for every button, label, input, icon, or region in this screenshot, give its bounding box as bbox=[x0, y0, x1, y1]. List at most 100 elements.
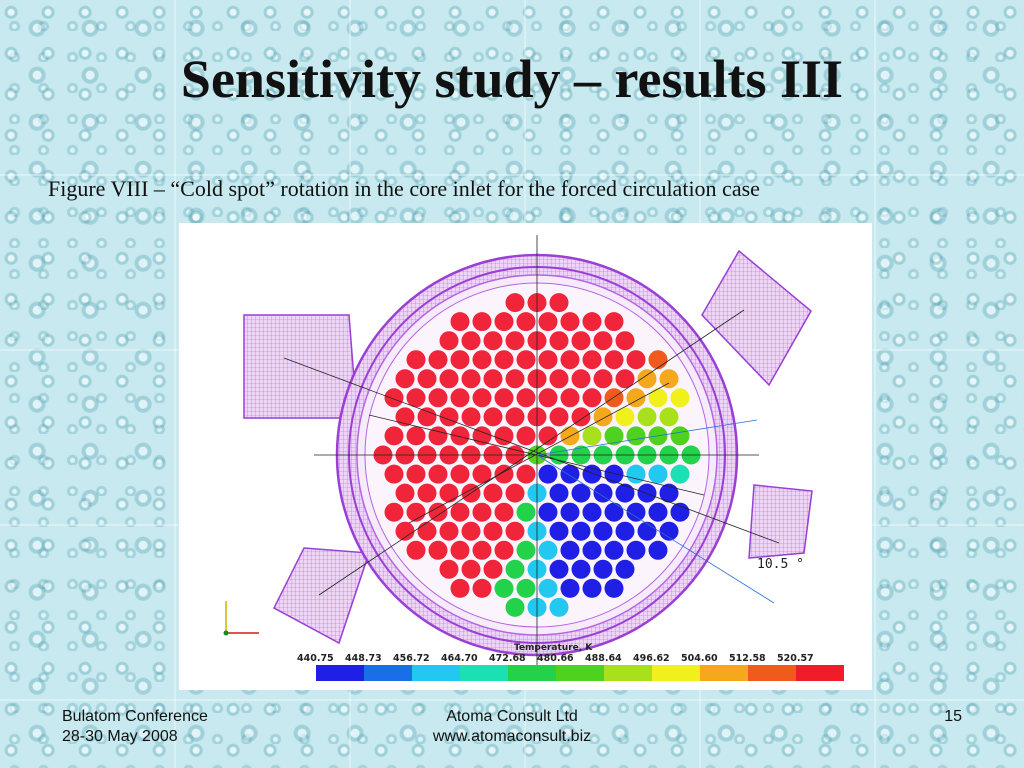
fuel-assembly bbox=[538, 426, 558, 446]
fuel-assembly bbox=[670, 464, 690, 484]
fuel-assembly bbox=[571, 331, 591, 351]
fuel-assembly bbox=[582, 388, 602, 408]
fuel-assembly bbox=[472, 388, 492, 408]
fuel-assembly bbox=[637, 369, 657, 389]
fuel-assembly bbox=[648, 388, 668, 408]
fuel-assembly bbox=[659, 407, 679, 427]
fuel-assembly bbox=[670, 426, 690, 446]
fuel-assembly bbox=[428, 388, 448, 408]
fuel-assembly bbox=[538, 388, 558, 408]
fuel-assembly bbox=[626, 540, 646, 560]
legend-swatch bbox=[748, 665, 796, 681]
nozzle-lower-left bbox=[273, 547, 371, 645]
fuel-assembly bbox=[637, 521, 657, 541]
fuel-assembly bbox=[549, 597, 569, 617]
fuel-assembly bbox=[406, 426, 426, 446]
fuel-assembly bbox=[417, 407, 437, 427]
fuel-assembly bbox=[593, 559, 613, 579]
fuel-assembly bbox=[439, 369, 459, 389]
fuel-assembly bbox=[593, 483, 613, 503]
fuel-assembly bbox=[461, 331, 481, 351]
fuel-assembly bbox=[406, 540, 426, 560]
fuel-assembly bbox=[450, 540, 470, 560]
fuel-assembly bbox=[461, 521, 481, 541]
fuel-assembly bbox=[516, 540, 536, 560]
legend-swatch bbox=[556, 665, 604, 681]
fuel-assembly bbox=[659, 483, 679, 503]
fuel-assembly bbox=[428, 426, 448, 446]
fuel-assembly bbox=[406, 464, 426, 484]
fuel-assembly bbox=[483, 369, 503, 389]
fuel-assembly bbox=[505, 369, 525, 389]
fuel-assembly bbox=[604, 312, 624, 332]
fuel-assembly bbox=[472, 578, 492, 598]
fuel-assembly bbox=[582, 426, 602, 446]
fuel-assembly bbox=[659, 521, 679, 541]
axes-triad-icon bbox=[223, 601, 259, 636]
fuel-assembly bbox=[593, 331, 613, 351]
fuel-assembly bbox=[417, 369, 437, 389]
fuel-assembly bbox=[582, 464, 602, 484]
temperature-figure: 10.5 ° Temperature, K 440.75 448.73 456.72… bbox=[179, 223, 872, 690]
fuel-assembly bbox=[494, 502, 514, 522]
fuel-assembly bbox=[615, 407, 635, 427]
fuel-assembly bbox=[538, 464, 558, 484]
fuel-assembly bbox=[395, 407, 415, 427]
footer-conference-name: Bulatom Conference bbox=[62, 708, 208, 725]
fuel-assembly bbox=[549, 559, 569, 579]
fuel-assembly bbox=[516, 464, 536, 484]
fuel-assembly bbox=[648, 464, 668, 484]
fuel-assembly bbox=[494, 540, 514, 560]
legend-swatch bbox=[412, 665, 460, 681]
sector-lines bbox=[283, 235, 780, 675]
legend-swatch bbox=[460, 665, 508, 681]
fuel-assembly bbox=[626, 464, 646, 484]
fuel-assembly bbox=[505, 597, 525, 617]
fuel-assembly bbox=[505, 521, 525, 541]
legend-tick-label: 496.62 bbox=[633, 653, 670, 664]
fuel-assembly bbox=[549, 369, 569, 389]
legend-swatch bbox=[700, 665, 748, 681]
fuel-assembly bbox=[450, 502, 470, 522]
fuel-assembly bbox=[615, 331, 635, 351]
fuel-assembly bbox=[571, 521, 591, 541]
fuel-assembly bbox=[626, 388, 646, 408]
footer-company-url[interactable]: www.atomaconsult.biz bbox=[432, 728, 592, 745]
fuel-assembly bbox=[505, 483, 525, 503]
legend-tick-label: 472.68 bbox=[489, 653, 526, 664]
fuel-assembly bbox=[571, 483, 591, 503]
fuel-assembly bbox=[637, 407, 657, 427]
fuel-assembly bbox=[483, 559, 503, 579]
fuel-assembly bbox=[615, 369, 635, 389]
fuel-assembly bbox=[516, 426, 536, 446]
fuel-assembly bbox=[472, 312, 492, 332]
legend-title: Temperature, K bbox=[514, 643, 593, 653]
fuel-assembly bbox=[450, 388, 470, 408]
fuel-assembly bbox=[549, 521, 569, 541]
legend-swatch bbox=[652, 665, 700, 681]
fuel-assembly bbox=[571, 407, 591, 427]
fuel-assembly bbox=[604, 464, 624, 484]
fuel-assembly bbox=[582, 540, 602, 560]
fuel-assembly bbox=[593, 407, 613, 427]
fuel-assembly bbox=[439, 483, 459, 503]
fuel-assembly bbox=[516, 388, 536, 408]
fuel-assembly bbox=[516, 502, 536, 522]
legend-tick-label: 488.64 bbox=[585, 653, 622, 664]
fuel-assembly bbox=[494, 350, 514, 370]
fuel-assembly bbox=[582, 502, 602, 522]
fuel-assembly bbox=[450, 578, 470, 598]
angle-label: 10.5 ° bbox=[757, 557, 804, 572]
fuel-assembly bbox=[450, 464, 470, 484]
fuel-assembly bbox=[538, 350, 558, 370]
fuel-assembly bbox=[450, 426, 470, 446]
fuel-assembly bbox=[615, 521, 635, 541]
fuel-assembly bbox=[450, 350, 470, 370]
fuel-assembly bbox=[648, 502, 668, 522]
fuel-assembly bbox=[516, 312, 536, 332]
slide-title: Sensitivity study – results III bbox=[180, 49, 844, 109]
fuel-assembly bbox=[626, 502, 646, 522]
fuel-assembly bbox=[549, 407, 569, 427]
fuel-assembly bbox=[604, 502, 624, 522]
fuel-assembly bbox=[593, 369, 613, 389]
